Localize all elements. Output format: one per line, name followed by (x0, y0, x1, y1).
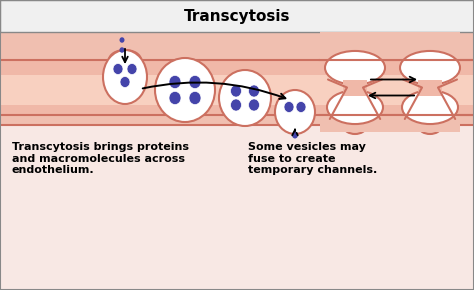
Ellipse shape (292, 131, 298, 139)
Ellipse shape (402, 90, 458, 124)
Ellipse shape (281, 109, 309, 121)
Ellipse shape (189, 75, 201, 89)
Bar (0, 0, 474, 32)
Bar (320, 32, 460, 60)
Ellipse shape (419, 41, 441, 55)
Ellipse shape (169, 91, 181, 105)
Ellipse shape (120, 77, 130, 88)
Ellipse shape (296, 102, 306, 113)
Ellipse shape (284, 102, 294, 113)
Ellipse shape (275, 90, 315, 134)
Ellipse shape (400, 51, 460, 85)
Ellipse shape (325, 51, 385, 85)
Ellipse shape (248, 85, 259, 97)
Ellipse shape (189, 91, 201, 105)
Bar (0, 125, 474, 290)
Ellipse shape (419, 120, 441, 134)
Ellipse shape (155, 58, 215, 122)
Ellipse shape (109, 50, 141, 70)
Bar (0, 0, 474, 32)
Ellipse shape (219, 70, 271, 126)
Ellipse shape (248, 99, 259, 111)
Ellipse shape (127, 64, 137, 75)
Bar (0, 75, 474, 105)
Bar (343, 79, 367, 95)
Bar (320, 115, 460, 132)
Ellipse shape (119, 47, 125, 53)
Ellipse shape (230, 85, 241, 97)
Ellipse shape (103, 50, 147, 104)
Ellipse shape (230, 99, 241, 111)
Ellipse shape (113, 64, 123, 75)
Text: Transcytosis brings proteins
and macromolecules across
endothelium.: Transcytosis brings proteins and macromo… (12, 142, 189, 175)
Ellipse shape (344, 41, 366, 55)
Text: Some vesicles may
fuse to create
temporary channels.: Some vesicles may fuse to create tempora… (248, 142, 377, 175)
Bar (418, 79, 442, 95)
Bar (0, 115, 474, 125)
Ellipse shape (119, 37, 125, 43)
Bar (0, 60, 474, 115)
Ellipse shape (169, 75, 181, 89)
Bar (0, 32, 474, 60)
Ellipse shape (327, 90, 383, 124)
Text: Transcytosis: Transcytosis (184, 8, 290, 23)
Ellipse shape (344, 120, 366, 134)
